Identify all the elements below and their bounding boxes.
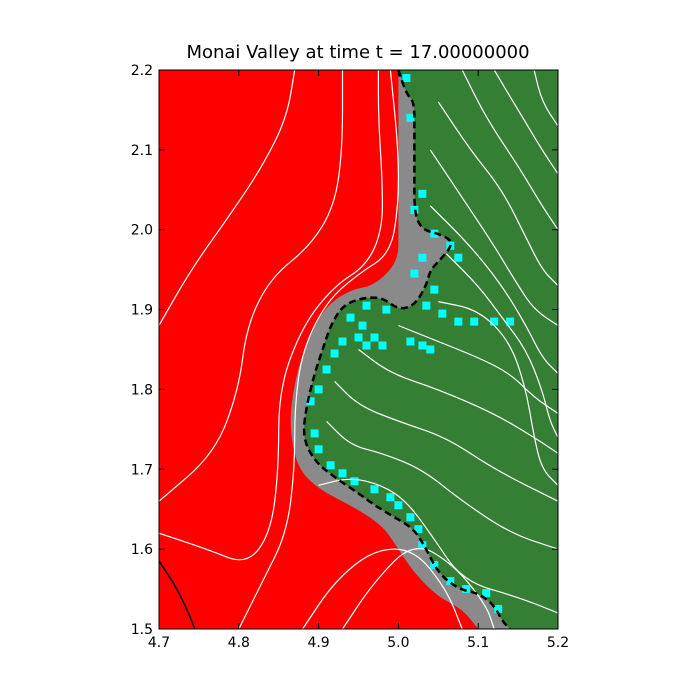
wet-cell [406, 513, 415, 522]
wet-cell [418, 341, 427, 350]
x-tick-label: 4.9 [307, 635, 329, 651]
contour-line [398, 324, 558, 414]
contour-line [437, 101, 558, 287]
wet-cell [310, 429, 319, 438]
y-tick-label: 2.2 [131, 63, 153, 79]
wet-cell [454, 253, 463, 262]
contour-line [358, 349, 558, 454]
wet-cell [306, 397, 315, 406]
wet-cell [454, 317, 463, 326]
contour-line [159, 70, 344, 502]
wet-cell [378, 341, 387, 350]
wet-cell [330, 349, 339, 358]
y-tick-label: 2.0 [131, 223, 153, 239]
contour-line [159, 70, 296, 326]
wet-cell [426, 345, 435, 354]
contour-lines [159, 70, 558, 629]
contour-line [326, 420, 558, 550]
wet-cell [362, 301, 371, 310]
wet-cell [410, 269, 419, 278]
plot-area [159, 70, 558, 629]
wet-cell [358, 321, 367, 330]
y-tick-label: 2.1 [131, 143, 153, 159]
y-tick-label: 1.6 [131, 542, 153, 558]
wet-cell [322, 365, 331, 374]
wet-cell [314, 445, 323, 454]
wet-cell [350, 477, 359, 486]
contour-line [438, 301, 558, 486]
y-tick-label: 1.5 [131, 622, 153, 638]
x-tick-label: 5.2 [547, 635, 569, 651]
contour-line [429, 205, 558, 374]
wet-cell [490, 317, 499, 326]
wet-cell [338, 337, 347, 346]
plot-frame [158, 69, 559, 630]
wet-cell [402, 74, 411, 82]
contour-line [533, 70, 558, 127]
wet-cell [406, 113, 415, 122]
shoreline [302, 70, 511, 629]
x-tick-label: 4.7 [148, 635, 170, 651]
wet-cell [470, 317, 479, 326]
y-tick-label: 1.9 [131, 303, 153, 319]
wet-cell [422, 301, 431, 310]
y-tick-label: 1.8 [131, 382, 153, 398]
wet-cell [506, 317, 515, 326]
wet-cell [362, 341, 371, 350]
wet-cell [338, 469, 347, 478]
y-tick-label: 1.7 [131, 462, 153, 478]
wet-cell [430, 561, 439, 570]
wet-cell [446, 577, 455, 586]
x-tick-label: 5.0 [387, 635, 409, 651]
wet-cell [462, 585, 471, 594]
wet-cell [438, 309, 447, 318]
dark-contour-line [159, 560, 196, 629]
wet-cell [418, 541, 427, 550]
contour-line [461, 70, 558, 231]
wet-cell [346, 313, 355, 322]
wet-cell [386, 493, 395, 502]
wet-cell [314, 385, 323, 394]
contour-line [318, 478, 558, 614]
contour-line [302, 548, 463, 629]
y-axis: 1.5 1.6 1.7 1.8 1.9 2.0 2.1 2.2 [131, 63, 558, 638]
chart-title: Monai Valley at time t = 17.00000000 [186, 42, 529, 63]
x-tick-label: 5.1 [467, 635, 489, 651]
contour-line [493, 70, 558, 175]
wet-cells [306, 74, 515, 613]
wet-cell [494, 605, 503, 613]
wet-cell [370, 485, 379, 494]
contour-line [238, 70, 400, 629]
wet-cell [354, 333, 363, 342]
wet-cell [326, 461, 335, 470]
contour-line [159, 70, 384, 561]
wet-cell [482, 589, 491, 598]
wet-cell [370, 333, 379, 342]
wet-cell [430, 285, 439, 294]
contour-line [429, 149, 558, 327]
wet-cell [406, 337, 415, 346]
wet-cell [394, 501, 403, 510]
wet-cell [382, 305, 391, 314]
x-axis: 4.7 4.8 4.9 5.0 5.1 5.2 [148, 70, 569, 651]
contour-line [445, 253, 558, 438]
shoreline-line [302, 70, 511, 629]
contour-line [334, 380, 558, 502]
wet-cell [418, 189, 427, 198]
wet-cell [418, 253, 427, 262]
wet-cell [414, 525, 423, 534]
x-tick-label: 4.8 [228, 635, 250, 651]
